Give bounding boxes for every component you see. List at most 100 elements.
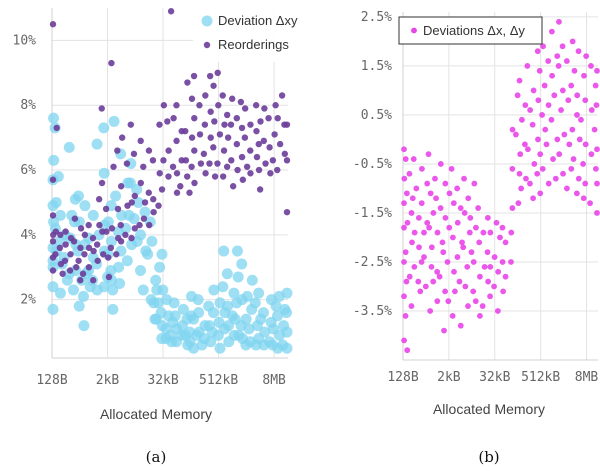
data-point [411,263,418,270]
data-point [535,97,542,104]
data-point [283,157,291,164]
data-point [516,170,523,177]
chart-b-legend: Deviations Δx, Δy [398,16,543,45]
data-point [534,48,541,55]
data-point [402,156,409,162]
data-point [91,138,103,150]
data-point [441,327,447,334]
data-point [508,259,514,265]
y-tick-label: -2.5% [353,255,392,270]
data-point [145,189,152,196]
data-point [470,288,477,295]
data-point [281,307,293,319]
data-point [494,308,501,314]
data-point [207,134,214,141]
data-point [186,189,193,196]
data-point [497,234,503,241]
data-point [150,274,162,286]
data-point [283,208,291,216]
data-point [576,136,583,143]
data-point [499,224,506,231]
data-point [465,195,472,202]
data-point [232,271,244,283]
data-point [141,199,149,206]
data-point [456,278,463,285]
data-point [588,63,594,69]
data-point [569,38,576,45]
data-point [283,121,291,128]
data-point [188,95,196,102]
data-point [221,268,233,280]
chart-a-caption: (a) [146,448,167,466]
data-point [564,185,570,192]
data-point [551,92,558,99]
data-point [517,151,524,158]
data-point [234,166,241,174]
legend-label: Deviations Δx, Δy [423,23,525,38]
data-point [493,219,500,226]
data-point [416,244,422,251]
data-point [173,189,181,196]
data-point [545,58,552,64]
data-point [434,268,441,275]
data-point [406,273,413,280]
data-point [558,107,564,113]
chart-b-axes [402,12,598,361]
data-point [66,267,74,274]
data-point [77,290,89,302]
data-point [540,43,546,50]
data-point [588,151,595,158]
data-point [89,234,97,242]
data-point [266,144,273,151]
data-point [519,116,525,123]
data-point [464,263,471,270]
data-point [140,163,147,170]
data-point [408,210,415,216]
data-point [240,313,252,325]
data-point [484,249,491,256]
data-point [229,183,237,190]
data-point [461,210,468,216]
data-point [274,166,281,174]
data-point [477,273,483,280]
data-point [267,170,274,177]
x-tick-label: 512kB [521,370,560,385]
data-point [130,150,138,158]
data-point [110,190,122,202]
data-point [434,298,441,305]
data-point [123,160,131,167]
data-point [207,307,219,319]
data-point [255,140,262,148]
data-point [276,140,284,148]
data-point [475,205,482,211]
legend-swatch [411,27,417,34]
data-point [452,288,458,295]
data-point [98,122,110,134]
data-point [565,97,572,104]
data-point [457,322,464,329]
data-point [239,176,247,183]
chart-a-series-reorderings [49,8,291,284]
data-point [237,98,245,106]
data-point [228,157,235,164]
data-point [401,293,407,300]
data-point [509,126,516,133]
data-point [247,170,254,177]
data-point [530,195,536,202]
data-point [102,216,114,228]
data-point [105,235,117,247]
data-point [281,342,293,354]
data-point [98,281,110,293]
data-point [73,264,80,271]
data-point [491,283,497,290]
data-point [559,43,566,50]
data-point [428,263,435,270]
data-point [450,200,457,207]
data-point [206,160,213,167]
data-point [52,228,60,235]
data-point [145,147,153,154]
data-point [61,257,69,264]
data-point [257,307,269,319]
data-point [495,268,502,275]
data-point [281,150,289,158]
